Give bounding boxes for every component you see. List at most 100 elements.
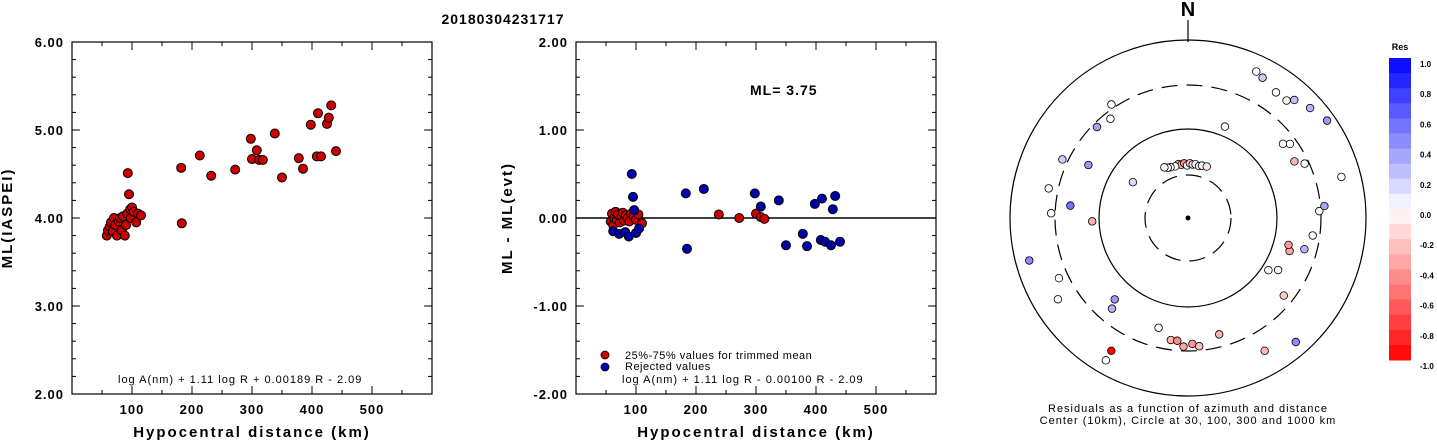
panel-2-point [797,228,808,239]
colorbar-block [1389,148,1411,165]
polar-station-point [1173,336,1182,345]
panel-2-ytick-label: -1.00 [533,299,568,314]
ml-annotation: ML= 3.75 [750,82,818,98]
polar-points [1025,67,1346,365]
colorbar-block [1389,239,1411,255]
colorbar-block [1389,314,1411,331]
panel-2-point [629,205,640,216]
panel-2-ytick-label: 1.00 [539,123,568,138]
colorbar-block [1389,88,1411,104]
panel-1-point [176,162,187,173]
polar-station-point [1084,160,1093,170]
panel-2-point [734,213,745,223]
circle-1000km [1009,39,1367,397]
panel-2-xtick-label: 400 [804,402,829,417]
colorbar-block [1389,193,1411,210]
colorbar-tick-label: 0.0 [1420,211,1432,220]
colorbar-block [1389,269,1411,285]
polar-station-point [1106,114,1115,123]
panel-1-xtick-label: 300 [240,402,265,417]
panel-2-ylabel: ML - ML(evt) [499,162,516,274]
panel-1-point [176,218,187,229]
panel-1-point [124,189,134,200]
panel-2-point [802,241,812,252]
residual-colorbar: Res 1.0 0.8 0.6 0.4 0.2 0.0 -0.2 -0.4 -0.6 -0.8 -1… [1389,42,1434,371]
polar-station-point [1088,217,1097,226]
polar-station-point [1160,163,1169,172]
panel-1-point [326,100,337,111]
polar-station-point [1214,330,1224,339]
panel-2-point [755,201,766,212]
colorbar-tick-label: 1.0 [1420,60,1432,69]
panel-1-point [251,145,262,156]
polar-station-point [1044,184,1053,193]
polar-station-point [1179,342,1188,351]
colorbar-block [1389,224,1411,240]
panel-2-point [781,240,791,251]
panel-1-point [119,230,130,241]
legend-red-marker [600,350,610,360]
panel-1-point [136,210,146,221]
colorbar-block [1389,178,1411,195]
panel-2-point [682,243,692,254]
polar-station-point [1066,201,1075,210]
polar-station-point [1290,157,1299,166]
polar-station-point [1315,206,1324,216]
panel-2-xtick-label: 500 [864,402,889,417]
legend-blue-marker [600,362,610,372]
panel-2-ticks: 100 200 300 400 500 -2.00 -1.00 0.00 1.00 2.00 [533,35,937,417]
colorbar-block [1389,103,1411,119]
polar-station-point [1322,116,1332,125]
colorbar-block [1389,329,1411,346]
circle-30km [1144,174,1232,262]
panel-ml-vs-distance: 100 200 300 400 500 2.00 3.00 4.00 5.00 6.00 log … [0,35,433,441]
panel-2-point [713,209,724,220]
circle-300km [1054,84,1322,352]
panel-1-point [122,168,133,179]
colorbar-block [1389,73,1411,89]
panel-2-point [809,198,820,209]
polar-station-point [1128,178,1138,187]
panel-2-point [759,213,770,224]
panel-1-point [257,154,268,165]
colorbar-block [1389,118,1411,134]
colorbar-block [1389,299,1411,316]
polar-caption-1: Residuals as a function of azimuth and d… [1048,403,1328,415]
panel-1-point [194,150,205,161]
azimuth-distance-plot: N Residuals as a function of azimuth and… [1009,0,1367,427]
colorbar-tick-label: -0.8 [1420,332,1434,341]
colorbar-block [1389,344,1411,361]
polar-caption-2: Center (10km), Circle at 30, 100, 300 an… [1040,415,1337,427]
polar-station-point [1053,295,1063,304]
polar-station-point [1300,159,1309,168]
polar-station-point [1110,295,1119,304]
colorbar-tick-label: -0.4 [1420,271,1434,280]
panel-1-ylabel: ML(IASPEI) [0,168,16,269]
polar-station-point [1290,95,1299,105]
colorbar-block [1389,254,1411,270]
polar-station-point [1260,346,1269,356]
colorbar-tick-label: 0.2 [1420,181,1432,190]
polar-station-point [1264,266,1273,275]
colorbar-block [1389,58,1411,74]
panel-1-ticks: 100 200 300 400 500 2.00 3.00 4.00 5.00 6.00 [35,35,433,417]
panel-2-points [605,169,845,254]
polar-station-point [1279,291,1288,300]
polar-station-point [1025,256,1034,265]
polar-station-point [1202,162,1211,171]
panel-2-point [817,193,827,204]
panel-1-point [313,108,323,119]
panel-2-point [626,169,637,179]
colorbar-tick-label: 0.4 [1420,151,1432,160]
colorbar-block [1389,284,1411,301]
panel-2-point [773,195,784,206]
panel-1-ytick-label: 3.00 [35,299,64,314]
polar-station-point [1154,323,1163,332]
legend-blue-label: Rejected values [625,361,711,373]
panel-1-xtick-label: 500 [360,402,385,417]
panel-1-ytick-label: 4.00 [35,211,64,226]
panel-2-xtick-label: 300 [744,402,769,417]
panel-2-point [826,240,836,251]
